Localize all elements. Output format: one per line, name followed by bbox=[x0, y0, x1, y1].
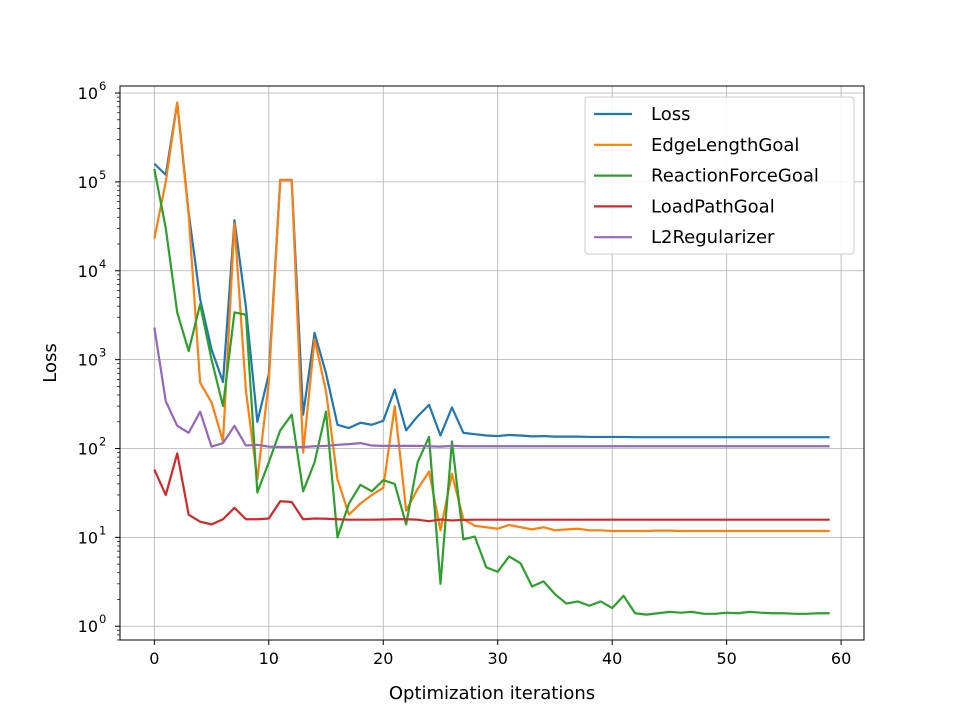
y-tick-label: 10 bbox=[78, 173, 98, 192]
y-tick-label: 10 bbox=[78, 262, 98, 281]
x-tick-label: 0 bbox=[149, 649, 159, 668]
series-line-reactionforcegoal bbox=[153, 168, 830, 616]
legend-label: LoadPathGoal bbox=[651, 196, 775, 217]
series-lines bbox=[153, 101, 830, 616]
y-tick-exponent: 5 bbox=[99, 168, 106, 182]
x-tick-label: 30 bbox=[488, 649, 508, 668]
y-tick-label: 10 bbox=[78, 617, 98, 636]
x-tick-label: 20 bbox=[373, 649, 393, 668]
y-tick-label: 10 bbox=[78, 351, 98, 370]
legend-label: L2Regularizer bbox=[651, 227, 775, 248]
y-tick-exponent: 1 bbox=[99, 523, 106, 537]
x-tick-label: 60 bbox=[831, 649, 851, 668]
series-line-loss bbox=[153, 101, 830, 439]
legend: Loss EdgeLengthGoal ReactionForceGoal LoadP… bbox=[584, 96, 855, 255]
y-tick-label: 10 bbox=[78, 528, 98, 547]
y-tick-exponent: 0 bbox=[99, 612, 106, 626]
y-tick-exponent: 2 bbox=[99, 435, 106, 449]
y-tick-exponent: 6 bbox=[99, 79, 106, 93]
x-axis-ticks: 0 10 20 30 40 50 60 bbox=[149, 640, 851, 668]
legend-label: ReactionForceGoal bbox=[651, 166, 819, 187]
legend-box bbox=[584, 96, 855, 255]
x-axis-label: Optimization iterations bbox=[389, 683, 595, 704]
x-tick-label: 50 bbox=[716, 649, 736, 668]
series-line-edgelengthgoal bbox=[153, 101, 830, 533]
y-axis-label: Loss bbox=[40, 343, 61, 382]
series-line-l2regularizer bbox=[153, 327, 830, 449]
x-tick-label: 40 bbox=[602, 649, 622, 668]
x-tick-label: 10 bbox=[259, 649, 279, 668]
legend-label: EdgeLengthGoal bbox=[651, 135, 799, 156]
y-tick-label: 10 bbox=[78, 84, 98, 103]
series-line-loadpathgoal bbox=[153, 452, 830, 526]
legend-label: Loss bbox=[651, 104, 690, 125]
y-tick-exponent: 4 bbox=[99, 257, 106, 271]
y-tick-label: 10 bbox=[78, 440, 98, 459]
y-tick-exponent: 3 bbox=[99, 346, 106, 360]
plot-frame bbox=[119, 85, 865, 641]
